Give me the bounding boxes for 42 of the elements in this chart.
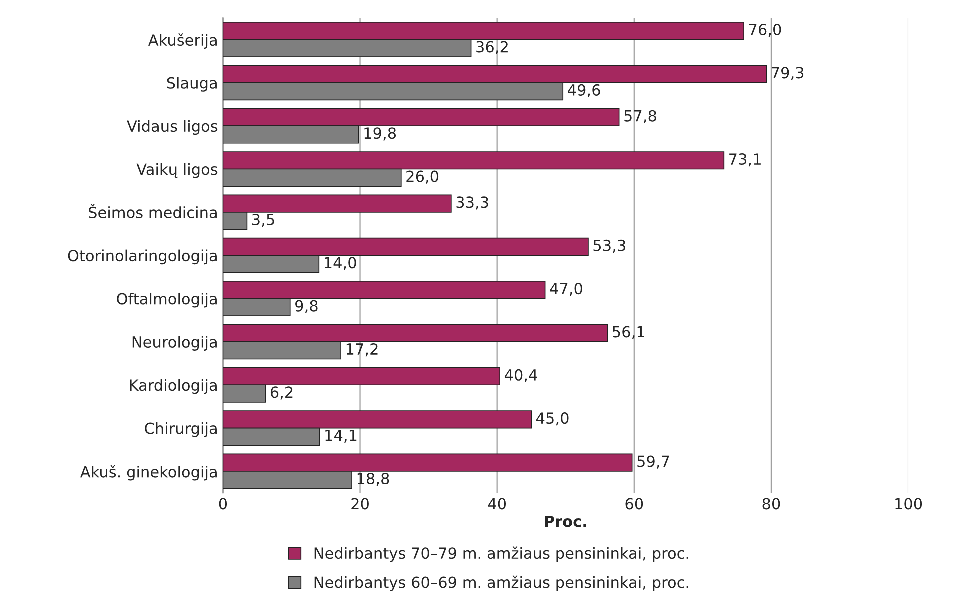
data-label: 9,8 [296,300,318,314]
data-label: 14,0 [325,257,356,270]
y-tick-label: Slauga [167,77,217,92]
data-label: 19,8 [364,128,396,141]
y-tick-label: Akušerija [148,34,217,50]
data-label: 49,6 [568,84,600,98]
data-label: 56,1 [613,326,644,340]
data-label: 33,3 [456,196,488,210]
data-label: 45,0 [536,412,569,426]
y-tick-label: Neurologija [132,336,217,351]
data-label: 18,8 [358,473,390,486]
legend-label: Nedirbantys 60–69 m. amžiaus pensininkai, proc. [314,576,688,592]
x-axis-title: Proc. [545,516,586,528]
data-label: 73,1 [730,154,761,167]
data-label: 14,1 [326,430,357,443]
data-label: 79,3 [772,67,804,80]
data-label: 26,0 [406,170,439,184]
data-label: 76,0 [749,24,782,38]
x-tick-label: 40 [488,498,506,510]
x-tick-label: 80 [762,498,780,510]
data-label: 57,8 [624,110,656,124]
data-label: 3,5 [252,214,274,228]
y-tick-label: Otorinolaringologija [68,250,217,265]
y-tick-label: Chirurgija [145,422,217,438]
x-tick-label: 0 [219,498,228,510]
x-tick-label: 100 [896,498,922,510]
y-tick-label: Kardiologija [130,379,217,394]
data-label: 36,2 [476,41,508,54]
x-tick-label: 20 [352,498,369,510]
y-tick-label: Šeimos medicina [89,204,217,218]
data-label: 47,0 [550,283,582,296]
y-tick-label: Akuš. ginekologija [80,465,217,481]
data-label: 6,2 [270,386,293,400]
x-tick-label: 60 [626,498,644,510]
data-label: 53,3 [594,240,626,253]
y-tick-label: Vidaus ligos [127,120,218,136]
data-label: 17,2 [346,343,378,357]
data-label: 40,4 [504,369,538,382]
legend-label: Nedirbantys 70–79 m. amžiaus pensininkai, proc. [314,546,688,562]
y-tick-label: Oftalmologija [117,292,217,308]
y-tick-label: Vaikų ligos [136,163,218,178]
data-label: 59,7 [638,456,670,469]
